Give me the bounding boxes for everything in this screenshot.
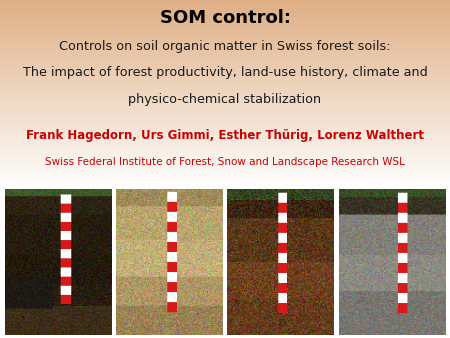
Text: Frank Hagedorn, Urs Gimmi, Esther Thürig, Lorenz Walthert: Frank Hagedorn, Urs Gimmi, Esther Thürig… xyxy=(26,129,424,142)
Text: The impact of forest productivity, land-use history, climate and: The impact of forest productivity, land-… xyxy=(22,66,427,79)
Text: Swiss Federal Institute of Forest, Snow and Landscape Research WSL: Swiss Federal Institute of Forest, Snow … xyxy=(45,157,405,167)
Text: physico-chemical stabilization: physico-chemical stabilization xyxy=(128,93,322,106)
Text: SOM control:: SOM control: xyxy=(159,9,291,27)
Text: Controls on soil organic matter in Swiss forest soils:: Controls on soil organic matter in Swiss… xyxy=(59,40,391,53)
